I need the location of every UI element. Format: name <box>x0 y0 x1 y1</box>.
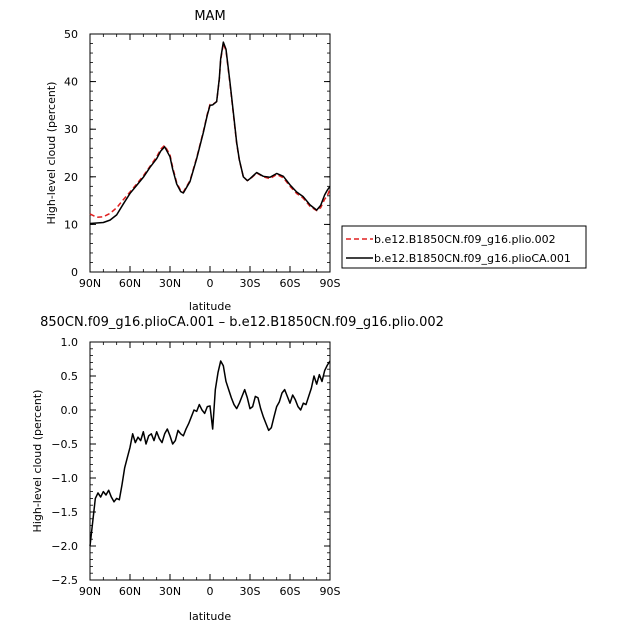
x-tick-label: 30N <box>159 585 181 598</box>
y-tick-label: 0.5 <box>61 370 79 383</box>
y-tick-label: −1.0 <box>51 472 78 485</box>
legend: b.e12.B1850CN.f09_g16.plio.002 b.e12.B18… <box>341 225 587 269</box>
x-tick-label: 30N <box>159 277 181 290</box>
y-tick-label: −0.5 <box>51 438 78 451</box>
top-x-axis-label: latitude <box>189 300 231 313</box>
x-tick-label: 0 <box>207 277 214 290</box>
bottom-panel: 850CN.f09_g16.plioCA.001 – b.e12.B1850CN… <box>31 315 444 623</box>
x-tick-label: 60N <box>119 585 141 598</box>
top-ticks: 90N 60N 30N 0 30S 60S 90S 0 10 20 30 40 50 <box>64 28 341 290</box>
series-line-plioca <box>89 41 331 225</box>
series-line-plio <box>89 42 331 219</box>
y-tick-label: 20 <box>64 171 78 184</box>
y-tick-label: 1.0 <box>61 336 79 349</box>
x-tick-label: 60S <box>280 585 301 598</box>
y-tick-label: −2.0 <box>51 540 78 553</box>
x-tick-label: 90S <box>320 277 341 290</box>
x-tick-label: 0 <box>207 585 214 598</box>
x-tick-label: 90N <box>79 585 101 598</box>
y-tick-label: 40 <box>64 76 78 89</box>
x-tick-label: 60N <box>119 277 141 290</box>
bottom-y-axis-label: High-level cloud (percent) <box>31 390 44 533</box>
y-tick-label: 10 <box>64 218 78 231</box>
bottom-ticks: 90N 60N 30N 0 30S 60S 90S 1.0 0.5 0.0 −0.5 −1.0 −1.5… <box>51 336 340 598</box>
legend-label-plio: b.e12.B1850CN.f09_g16.plio.002 <box>374 233 556 246</box>
bottom-chart-title: 850CN.f09_g16.plioCA.001 – b.e12.B1850CN… <box>40 315 444 330</box>
top-chart-title: MAM <box>194 9 225 24</box>
y-tick-label: 30 <box>64 123 78 136</box>
x-tick-label: 30S <box>240 277 261 290</box>
x-tick-label: 30S <box>240 585 261 598</box>
legend-box <box>341 225 587 269</box>
x-tick-label: 60S <box>280 277 301 290</box>
y-tick-label: 0 <box>71 266 78 279</box>
bottom-series <box>89 360 331 547</box>
top-panel: MAM 90N 60N 30N 0 30S 60S 90S 0 10 20 30 40 50 latit… <box>45 9 341 313</box>
y-tick-label: −2.5 <box>51 574 78 587</box>
top-y-axis-label: High-level cloud (percent) <box>45 82 58 225</box>
x-tick-label: 90N <box>79 277 101 290</box>
y-tick-label: −1.5 <box>51 506 78 519</box>
series-line-difference <box>89 360 331 547</box>
top-plot-frame <box>89 33 331 273</box>
y-tick-label: 50 <box>64 28 78 41</box>
y-tick-label: 0.0 <box>61 404 79 417</box>
x-tick-label: 90S <box>320 585 341 598</box>
bottom-x-axis-label: latitude <box>189 610 231 623</box>
legend-label-plioca: b.e12.B1850CN.f09_g16.plioCA.001 <box>374 252 571 265</box>
top-series <box>89 41 331 225</box>
